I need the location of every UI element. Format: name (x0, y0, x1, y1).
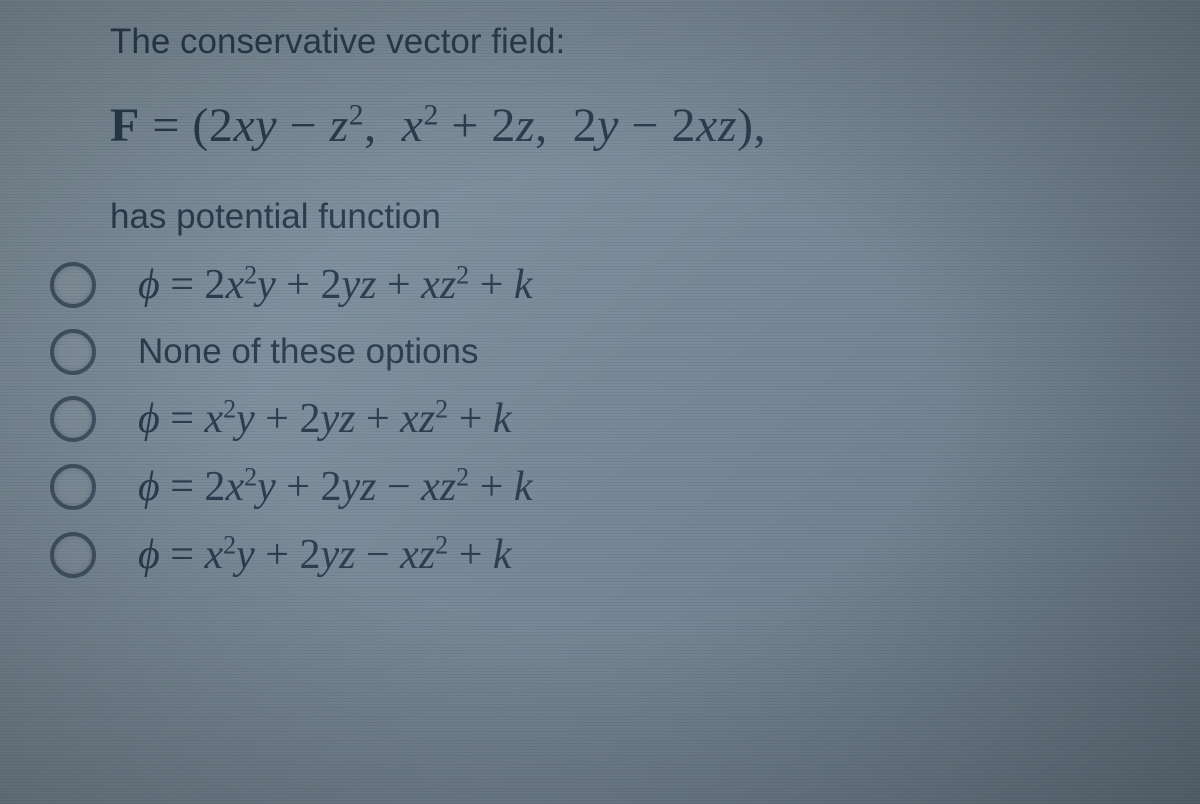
option-label: ϕ = 2x2y + 2yz + xz2 + k (138, 261, 533, 309)
radio-icon[interactable] (50, 329, 96, 375)
option-label: ϕ = 2x2y + 2yz − xz2 + k (138, 463, 533, 511)
radio-icon[interactable] (50, 396, 96, 442)
radio-icon[interactable] (50, 262, 96, 308)
option-label: ϕ = x2y + 2yz + xz2 + k (138, 395, 512, 443)
vector-field-formula: F = (2xy − z2, x2 + 2z, 2y − 2xz), (110, 98, 1150, 153)
option-row-3[interactable]: ϕ = x2y + 2yz + xz2 + k (50, 395, 1150, 443)
option-label: None of these options (138, 332, 479, 372)
option-row-5[interactable]: ϕ = x2y + 2yz − xz2 + k (50, 531, 1150, 579)
option-row-4[interactable]: ϕ = 2x2y + 2yz − xz2 + k (50, 463, 1150, 511)
options-list: ϕ = 2x2y + 2yz + xz2 + k None of these o… (50, 261, 1150, 579)
question-subline: has potential function (110, 197, 1150, 237)
option-row-1[interactable]: ϕ = 2x2y + 2yz + xz2 + k (50, 261, 1150, 309)
option-row-2[interactable]: None of these options (50, 329, 1150, 375)
radio-icon[interactable] (50, 464, 96, 510)
option-label: ϕ = x2y + 2yz − xz2 + k (138, 531, 512, 579)
radio-icon[interactable] (50, 532, 96, 578)
question-page: The conservative vector field: F = (2xy … (0, 0, 1200, 804)
question-intro: The conservative vector field: (110, 22, 1150, 62)
